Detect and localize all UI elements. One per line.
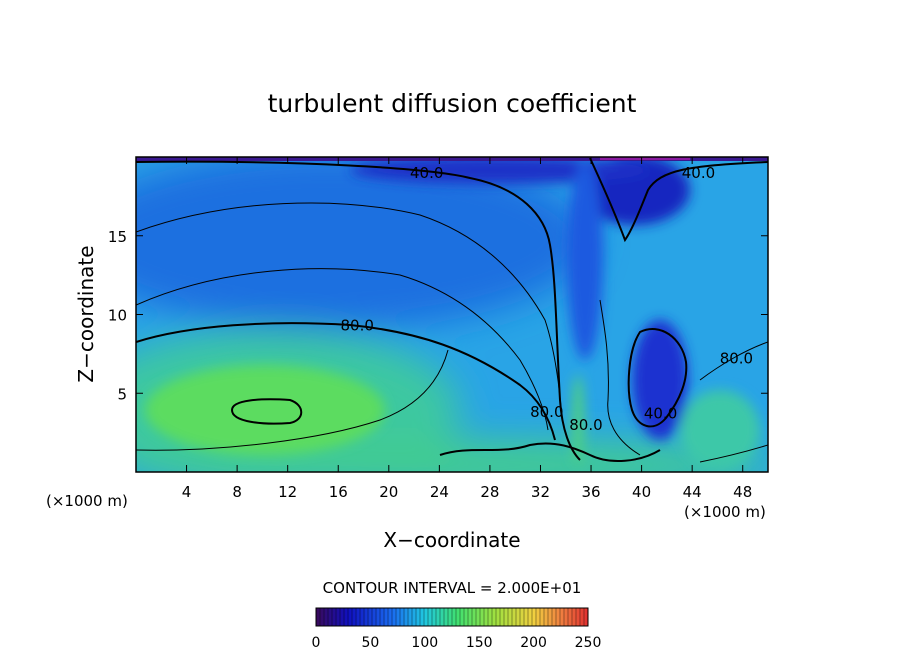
x-tick-label: 32 [531,483,550,501]
contour-label: 40.0 [410,164,443,182]
contour-line [136,160,581,461]
x-tick-label: 24 [430,483,449,501]
y-axis-label: Z−coordinate [74,245,98,382]
colorbar-ticks: 0 50 100 150 200 250 [312,635,602,651]
contour-line [136,349,449,451]
contour-line [599,299,641,456]
contour-line [627,327,688,428]
x-tick-label: 12 [278,483,297,501]
contour-line [230,398,303,425]
x-tick-label: 28 [480,483,499,501]
contour-line [699,444,768,463]
contour-line [699,341,768,381]
contour-lines [136,157,768,463]
field-core-green [145,365,385,455]
colorbar-tick-label: 100 [411,635,438,651]
contour-label: 40.0 [682,164,715,182]
chart-title: turbulent diffusion coefficient [268,89,637,118]
y-tick-label: 10 [108,307,127,325]
colorbar-stripes [319,608,585,626]
x-tick-label: 20 [379,483,398,501]
contour-line [136,322,556,441]
contour-line [136,202,563,421]
contour-label: 80.0 [340,317,373,335]
x-axis-ticks: 4 8 12 16 20 24 28 32 36 40 44 48 [182,157,752,501]
field-top-strip [136,157,768,161]
field-plume-green [572,375,584,465]
contour-label: 80.0 [720,350,753,368]
contour-interval-text: CONTOUR INTERVAL = 2.000E+01 [323,579,582,597]
field-upper-left-blue [136,157,590,330]
x-unit-right: (×1000 m) [684,503,766,521]
x-axis-label: X−coordinate [383,528,520,552]
colorbar-tick-label: 0 [312,635,321,651]
field-right-lobe-dark [632,320,688,440]
x-tick-label: 16 [329,483,348,501]
field-right-green [680,390,760,470]
contour-line [589,157,768,243]
colorbar-frame [315,607,589,627]
y-tick-label: 5 [117,385,127,403]
colorbar-tick-label: 50 [361,635,379,651]
contour-line [439,442,661,462]
contour-label: 40.0 [644,405,677,423]
colorbar-tick-label: 150 [466,635,493,651]
contour-line [136,268,549,431]
y-tick-label: 15 [108,228,127,246]
colorbar: 0 50 100 150 200 250 [312,607,602,651]
x-tick-label: 44 [683,483,702,501]
colorbar-tick-label: 200 [520,635,547,651]
x-tick-label: 48 [733,483,752,501]
contour-label: 80.0 [530,403,563,421]
contour-label: 80.0 [569,416,602,434]
x-tick-label: 8 [232,483,242,501]
x-tick-label: 36 [581,483,600,501]
field-plume-blue [567,160,603,360]
contour-labels: 40.0 40.0 80.0 80.0 80.0 80.0 40.0 [340,164,753,434]
x-unit-left: (×1000 m) [46,492,128,510]
colorbar-tick-label: 250 [575,635,602,651]
plot-area [136,157,768,472]
y-axis-ticks: 5 10 15 [108,228,768,403]
x-tick-label: 4 [182,483,192,501]
field-top-magenta-spot [600,157,690,160]
x-tick-label: 40 [632,483,651,501]
